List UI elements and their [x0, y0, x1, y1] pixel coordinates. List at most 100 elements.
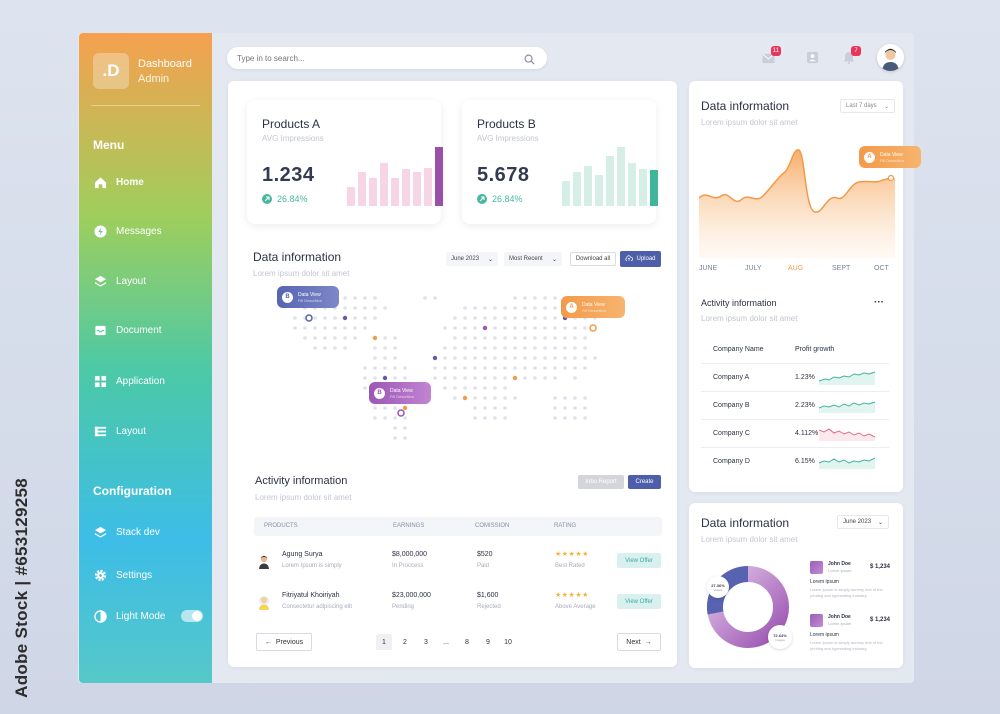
page-1[interactable]: 1 — [376, 634, 392, 650]
map-dot — [363, 316, 367, 320]
column-header[interactable]: COMISSION — [475, 523, 510, 529]
map-dot — [363, 296, 367, 300]
map-dot — [573, 356, 577, 360]
map-dot — [393, 356, 397, 360]
map-dot — [373, 366, 377, 370]
search-input[interactable] — [227, 47, 507, 69]
map-dot — [583, 346, 587, 350]
sidebar-item-label: Stack dev — [116, 526, 160, 538]
company-row[interactable]: Company C 4.112% — [701, 419, 889, 447]
sort-filter-label: Most Recent — [509, 256, 543, 262]
contacts-button[interactable] — [806, 51, 819, 69]
more-options-icon[interactable]: ··· — [874, 297, 884, 308]
company-row[interactable]: Company B 2.23% — [701, 391, 889, 419]
map-dot — [583, 356, 587, 360]
map-dot — [493, 416, 497, 420]
map-dot — [513, 326, 517, 330]
map-dot — [483, 336, 487, 340]
map-pin-a-popup[interactable]: A Data View Fill Descrition — [561, 296, 625, 318]
page-3[interactable]: 3 — [424, 638, 428, 646]
map-dot — [503, 386, 507, 390]
column-header[interactable]: RATING — [554, 523, 577, 529]
chevron-down-icon: ⌄ — [877, 519, 883, 526]
donut-month-filter[interactable]: June 2023 ⌄ — [837, 515, 889, 529]
sidebar-item-stack-dev[interactable]: Stack dev — [93, 525, 203, 539]
map-dot — [543, 296, 547, 300]
import-report-button[interactable]: Inbo Report — [578, 475, 624, 489]
map-pin-b2-popup[interactable]: B Data View Fill Descrition — [369, 382, 431, 404]
map-dot — [533, 296, 537, 300]
sort-filter[interactable]: Most Recent ⌄ — [504, 252, 562, 266]
sidebar-item-layout-2[interactable]: Layout — [93, 424, 203, 438]
logo[interactable]: .D — [93, 53, 129, 89]
map-dot — [463, 346, 467, 350]
column-header[interactable]: EARNINGS — [393, 523, 425, 529]
map-dot — [373, 306, 377, 310]
search-icon[interactable] — [524, 52, 535, 70]
user-avatar[interactable] — [877, 44, 904, 71]
sidebar-item-home[interactable]: Home — [93, 175, 203, 189]
sidebar-item-messages[interactable]: Messages — [93, 224, 203, 238]
map-pin-b-popup[interactable]: B Data View Fill Descrition — [277, 286, 339, 308]
company-name: Company B — [713, 402, 750, 409]
company-row[interactable]: Company D 6.15% — [701, 447, 889, 475]
map-dot — [503, 346, 507, 350]
map-dot — [443, 356, 447, 360]
map-dot — [473, 376, 477, 380]
next-button[interactable]: Next → — [617, 633, 661, 651]
sidebar: .D Dashboard Admin Menu Home Messages La… — [79, 33, 212, 683]
view-offer-button[interactable]: View Offer — [617, 553, 661, 568]
page-9[interactable]: 9 — [486, 638, 490, 646]
page-8[interactable]: 8 — [465, 638, 469, 646]
map-dot — [543, 306, 547, 310]
donut-title: Data information — [701, 516, 790, 530]
column-header[interactable]: PRODUCTS — [264, 523, 298, 529]
cloud-upload-icon — [625, 255, 634, 263]
map-dot — [393, 406, 397, 410]
sidebar-item-light-mode[interactable]: Light Mode — [93, 609, 203, 623]
map-dot — [463, 356, 467, 360]
notifications-button[interactable]: 7 — [843, 46, 861, 69]
map-dot — [503, 406, 507, 410]
view-offer-button[interactable]: View Offer — [617, 594, 661, 609]
map-dot — [433, 296, 437, 300]
sidebar-item-layout[interactable]: Layout — [93, 274, 203, 288]
bar — [606, 156, 614, 206]
legend-desc: Lorem Ipsum — [828, 621, 852, 626]
create-button[interactable]: Create — [628, 475, 661, 489]
map-dot — [503, 306, 507, 310]
map-dot — [403, 366, 407, 370]
area-fill — [699, 149, 895, 258]
map-dot — [483, 316, 487, 320]
map-pin-marker[interactable] — [397, 409, 405, 417]
sparkline — [819, 401, 876, 413]
company-row[interactable]: Company A 1.23% — [701, 363, 889, 391]
sidebar-item-application[interactable]: Application — [93, 374, 203, 388]
download-all-button[interactable]: Download all — [570, 252, 616, 266]
map-dot — [383, 346, 387, 350]
sidebar-item-settings[interactable]: Settings — [93, 568, 203, 582]
home-icon — [93, 175, 107, 189]
map-pin-marker[interactable] — [589, 324, 597, 332]
light-mode-toggle[interactable] — [181, 610, 203, 622]
month-filter[interactable]: June 2023 ⌄ — [446, 252, 498, 266]
tooltip-letter: A — [864, 151, 875, 163]
map-dot — [483, 346, 487, 350]
map-pin-marker[interactable] — [305, 314, 313, 322]
page-2[interactable]: 2 — [403, 638, 407, 646]
map-dot — [423, 296, 427, 300]
mail-button[interactable]: 11 — [762, 46, 781, 69]
rating-stars: ★★★★★ — [555, 551, 589, 558]
page-10[interactable]: 10 — [504, 638, 512, 646]
map-dot — [453, 336, 457, 340]
sidebar-item-document[interactable]: Document — [93, 323, 203, 337]
upload-button[interactable]: Upload — [620, 251, 661, 267]
companies-title: Activity information — [701, 298, 777, 308]
card-title: Products A — [262, 117, 321, 131]
map-dot — [293, 316, 297, 320]
range-filter[interactable]: Last 7 days ⌄ — [840, 99, 895, 113]
map-dot — [533, 376, 537, 380]
previous-button[interactable]: ← Previous — [256, 633, 312, 651]
brand-title: Dashboard — [138, 58, 192, 70]
map-dot — [453, 346, 457, 350]
